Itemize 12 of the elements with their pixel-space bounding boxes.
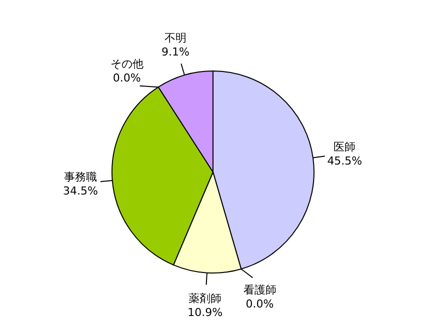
data-label: 10.9%	[188, 306, 223, 319]
slice-label: 不明	[164, 31, 186, 44]
legend-label: 看護師	[243, 284, 276, 297]
category-label: その他	[110, 58, 144, 71]
slice-label: 事務職	[64, 170, 97, 184]
text: 0.0%	[246, 298, 274, 311]
data-label: 45.5%	[327, 154, 362, 168]
data-label: 34.5%	[63, 184, 98, 198]
slice-label: 薬剤師	[188, 292, 222, 305]
text: 0.0%	[112, 72, 141, 85]
data-label: 9.1%	[162, 45, 190, 58]
slice-label: 医師	[334, 140, 356, 154]
